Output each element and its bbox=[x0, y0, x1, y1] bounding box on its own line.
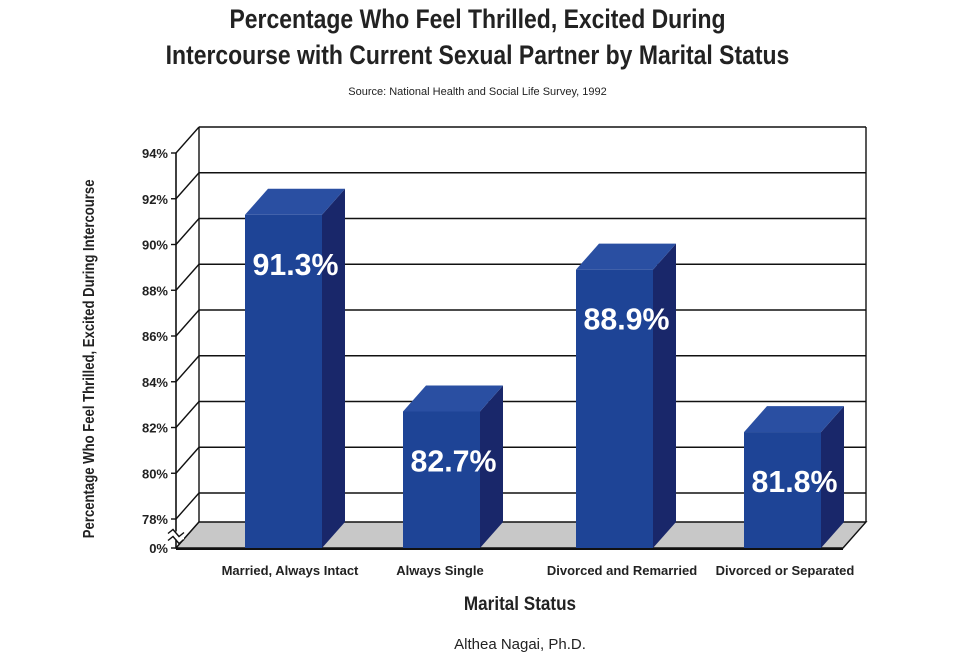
gridline-diag-2 bbox=[175, 446, 200, 474]
gridline-diag-4 bbox=[175, 355, 200, 383]
chart-subtitle: Source: National Health and Social Life … bbox=[348, 86, 607, 98]
gridline-diag-8 bbox=[175, 172, 200, 200]
gridline-diag-6 bbox=[175, 263, 200, 291]
bar-value-label-0: 91.3% bbox=[253, 247, 339, 282]
bar-3 bbox=[744, 432, 821, 548]
y-tick-label-5: 86% bbox=[142, 329, 168, 344]
axis-break-mark-lower bbox=[167, 535, 185, 545]
y-tick-label-7: 90% bbox=[142, 238, 168, 253]
axis-break-gap bbox=[168, 531, 184, 540]
bar-top-0 bbox=[245, 188, 345, 215]
chart-title-line2: Intercourse with Current Sexual Partner … bbox=[165, 40, 790, 70]
gridline-diag-9 bbox=[175, 126, 200, 154]
bar-side-1 bbox=[480, 385, 503, 548]
bar-top-1 bbox=[403, 385, 503, 412]
x-category-label-1: Always Single bbox=[396, 563, 483, 578]
y-tick-label-4: 84% bbox=[142, 375, 168, 390]
y-tick-label-1: 78% bbox=[142, 512, 168, 527]
bar-1 bbox=[403, 411, 480, 548]
author-credit: Althea Nagai, Ph.D. bbox=[454, 636, 586, 653]
floor-front-edge bbox=[176, 548, 843, 550]
gridline-diag-3 bbox=[175, 401, 200, 428]
x-axis-label: Marital Status bbox=[463, 594, 577, 615]
gridline-diag-1 bbox=[175, 492, 200, 520]
bar-top-2 bbox=[576, 243, 676, 270]
gridline-diag-7 bbox=[175, 218, 200, 245]
bar-side-0 bbox=[322, 188, 345, 548]
axis-break-mark-upper bbox=[167, 528, 185, 538]
bar-side-2 bbox=[653, 243, 676, 548]
y-tick-label-9: 94% bbox=[142, 146, 168, 161]
x-category-label-2: Divorced and Remarried bbox=[547, 563, 697, 578]
bar-0 bbox=[245, 214, 322, 548]
y-tick-label-0: 0% bbox=[149, 541, 168, 556]
y-tick-label-2: 80% bbox=[142, 466, 168, 481]
x-category-label-0: Married, Always Intact bbox=[222, 563, 359, 578]
bar-value-label-2: 88.9% bbox=[584, 302, 670, 337]
chart-title-line1: Percentage Who Feel Thrilled, Excited Du… bbox=[229, 4, 726, 34]
y-tick-label-8: 92% bbox=[142, 192, 168, 207]
x-category-label-3: Divorced or Separated bbox=[716, 563, 855, 578]
bar-top-3 bbox=[744, 406, 844, 433]
bar-value-label-1: 82.7% bbox=[411, 443, 497, 478]
y-tick-label-6: 88% bbox=[142, 283, 168, 298]
bar-side-3 bbox=[821, 406, 844, 548]
gridline-diag-5 bbox=[175, 309, 200, 337]
bar-2 bbox=[576, 269, 653, 548]
bar-value-label-3: 81.8% bbox=[752, 464, 838, 499]
y-tick-label-3: 82% bbox=[142, 421, 168, 436]
